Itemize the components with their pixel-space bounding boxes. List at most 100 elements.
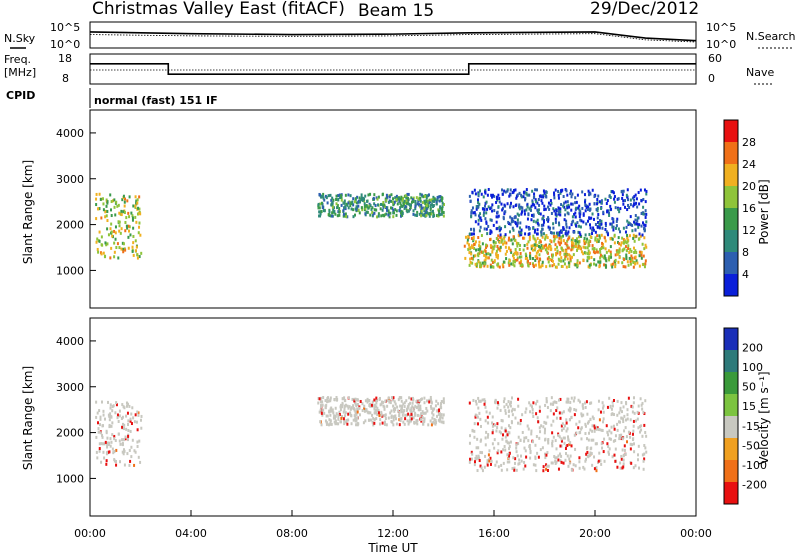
heatmap-cell: [381, 421, 384, 425]
heatmap-cell: [534, 263, 537, 267]
heatmap-cell: [564, 254, 567, 258]
heatmap-cell: [516, 212, 519, 216]
heatmap-cell: [548, 264, 551, 268]
heatmap-cell: [617, 236, 620, 240]
heatmap-cell: [105, 204, 108, 208]
heatmap-cell: [588, 263, 591, 267]
heatmap-cell: [634, 193, 637, 197]
heatmap-cell: [599, 248, 602, 252]
heatmap-cell: [348, 405, 351, 409]
heatmap-cell: [576, 265, 579, 269]
heatmap-cell: [472, 237, 475, 241]
heatmap-cell: [120, 417, 123, 421]
heatmap-cell: [396, 405, 399, 409]
heatmap-cell: [534, 206, 537, 210]
heatmap-cell: [587, 244, 590, 248]
heatmap-cell: [329, 193, 332, 197]
heatmap-cell: [484, 191, 487, 195]
heatmap-cell: [598, 234, 601, 238]
heatmap-cell: [398, 199, 401, 203]
heatmap-cell: [482, 211, 485, 215]
heatmap-cell: [589, 451, 592, 455]
heatmap-cell: [388, 399, 391, 403]
heatmap-cell: [355, 208, 358, 212]
heatmap-cell: [520, 255, 523, 259]
heatmap-cell: [470, 256, 473, 260]
heatmap-cell: [364, 194, 367, 198]
heatmap-cell: [340, 416, 343, 420]
freq-tick-top: 18: [58, 52, 72, 65]
heatmap-cell: [479, 399, 482, 403]
heatmap-cell: [574, 464, 577, 468]
heatmap-cell: [578, 261, 581, 265]
heatmap-cell: [473, 246, 476, 250]
heatmap-cell: [496, 198, 499, 202]
heatmap-cell: [499, 228, 502, 232]
heatmap-cell: [507, 261, 510, 265]
heatmap-cell: [608, 213, 611, 217]
heatmap-cell: [135, 199, 138, 203]
heatmap-cell: [337, 414, 340, 418]
heatmap-cell: [640, 212, 643, 216]
heatmap-cell: [528, 235, 531, 239]
heatmap-cell: [442, 420, 445, 424]
heatmap-cell: [433, 197, 436, 201]
heatmap-cell: [506, 433, 509, 437]
heatmap-cell: [509, 440, 512, 444]
heatmap-cell: [532, 262, 535, 266]
heatmap-cell: [474, 456, 477, 460]
heatmap-cell: [629, 262, 632, 266]
heatmap-cell: [109, 412, 112, 416]
heatmap-cell: [428, 400, 431, 404]
heatmap-cell: [645, 189, 648, 193]
heatmap-cell: [522, 248, 525, 252]
heatmap-cell: [117, 432, 120, 436]
heatmap-cell: [591, 232, 594, 236]
heatmap-cell: [105, 198, 108, 202]
heatmap-cell: [130, 412, 133, 416]
heatmap-cell: [602, 210, 605, 214]
heatmap-cell: [411, 200, 414, 204]
heatmap-cell: [489, 231, 492, 235]
heatmap-cell: [539, 246, 542, 250]
heatmap-cell: [361, 402, 364, 406]
heatmap-cell: [95, 240, 98, 244]
heatmap-cell: [562, 234, 565, 238]
heatmap-cell: [395, 213, 398, 217]
heatmap-cell: [419, 404, 422, 408]
y-tick-label: 1000: [56, 472, 84, 485]
heatmap-cell: [387, 416, 390, 420]
heatmap-cell: [138, 195, 141, 199]
heatmap-cell: [347, 201, 350, 205]
heatmap-cell: [496, 451, 499, 455]
heatmap-cell: [627, 203, 630, 207]
heatmap-cell: [378, 398, 381, 402]
heatmap-cell: [562, 226, 565, 230]
heatmap-cell: [116, 413, 119, 417]
heatmap-cell: [532, 414, 535, 418]
heatmap-cell: [536, 201, 539, 205]
heatmap-cell: [629, 203, 632, 207]
heatmap-cell: [507, 456, 510, 460]
heatmap-cell: [119, 460, 122, 464]
heatmap-cell: [532, 244, 535, 248]
heatmap-cell: [513, 260, 516, 264]
heatmap-cell: [324, 399, 327, 403]
heatmap-cell: [332, 206, 335, 210]
heatmap-cell: [135, 220, 138, 224]
heatmap-cell: [598, 265, 601, 269]
heatmap-cell: [485, 200, 488, 204]
heatmap-cell: [528, 232, 531, 236]
heatmap-cell: [592, 226, 595, 230]
heatmap-cell: [498, 265, 501, 269]
heatmap-cell: [601, 428, 604, 432]
heatmap-cell: [627, 263, 630, 267]
heatmap-cell: [499, 408, 502, 412]
heatmap-cell: [536, 451, 539, 455]
heatmap-cell: [491, 193, 494, 197]
heatmap-cell: [601, 446, 604, 450]
heatmap-cell: [545, 421, 548, 425]
heatmap-cell: [420, 418, 423, 422]
heatmap-cell: [519, 422, 522, 426]
heatmap-cell: [475, 446, 478, 450]
